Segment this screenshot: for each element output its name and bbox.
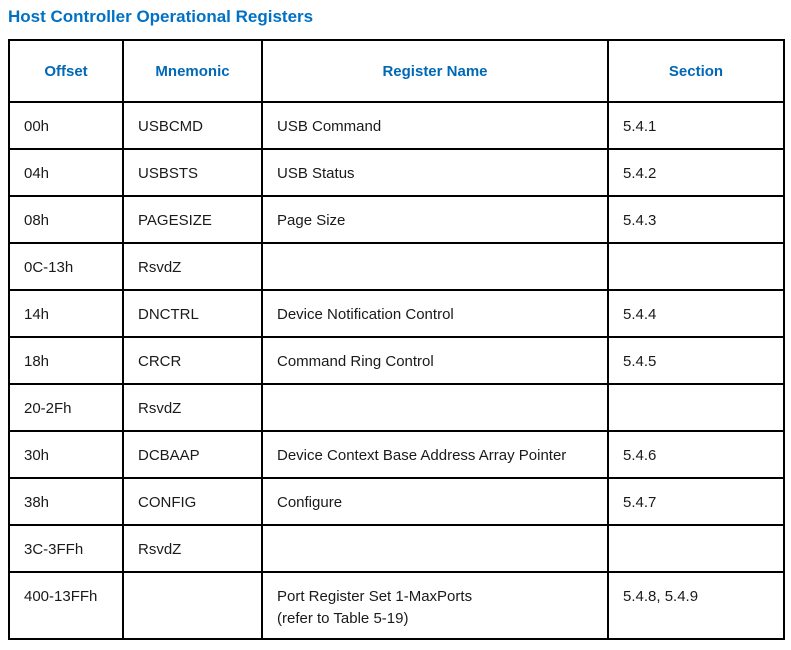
mnemonic-cell: USBCMD: [122, 101, 263, 150]
register-name-cell: Device Context Base Address Array Pointe…: [261, 430, 609, 479]
offset-cell: 14h: [8, 289, 124, 338]
offset-cell: 38h: [8, 477, 124, 526]
section-cell: [607, 524, 785, 573]
register-name-cell: Device Notification Control: [261, 289, 609, 338]
table-row: 14h DNCTRL Device Notification Control 5…: [8, 289, 785, 338]
section-cell: 5.4.3: [607, 195, 785, 244]
section-cell: 5.4.2: [607, 148, 785, 197]
offset-cell: 18h: [8, 336, 124, 385]
column-header-offset: Offset: [8, 39, 124, 103]
register-name-cell: USB Status: [261, 148, 609, 197]
register-name-cell: USB Command: [261, 101, 609, 150]
mnemonic-cell: PAGESIZE: [122, 195, 263, 244]
offset-cell: 0C-13h: [8, 242, 124, 291]
table-row: 3C-3FFh RsvdZ: [8, 524, 785, 573]
table-row: 04h USBSTS USB Status 5.4.2: [8, 148, 785, 197]
register-name-cell: Configure: [261, 477, 609, 526]
page-title: Host Controller Operational Registers: [8, 7, 314, 26]
table-row: 18h CRCR Command Ring Control 5.4.5: [8, 336, 785, 385]
column-header-register-name: Register Name: [261, 39, 609, 103]
table-row: 30h DCBAAP Device Context Base Address A…: [8, 430, 785, 479]
offset-cell: 3C-3FFh: [8, 524, 124, 573]
table-row: 0C-13h RsvdZ: [8, 242, 785, 291]
register-name-cell: Page Size: [261, 195, 609, 244]
register-name-cell: [261, 242, 609, 291]
table-row: 20-2Fh RsvdZ: [8, 383, 785, 432]
register-table-body: 00h USBCMD USB Command 5.4.1 04h USBSTS …: [8, 101, 785, 640]
offset-cell: 20-2Fh: [8, 383, 124, 432]
table-header-row: Offset Mnemonic Register Name Section: [8, 39, 785, 103]
mnemonic-cell: DCBAAP: [122, 430, 263, 479]
register-name-cell: [261, 524, 609, 573]
register-name-cell: Command Ring Control: [261, 336, 609, 385]
offset-cell: 400-13FFh: [8, 571, 124, 640]
operational-registers-table: Offset Mnemonic Register Name Section 00…: [8, 39, 785, 640]
section-cell: 5.4.1: [607, 101, 785, 150]
section-cell: [607, 383, 785, 432]
column-header-section: Section: [607, 39, 785, 103]
section-cell: [607, 242, 785, 291]
section-cell: 5.4.6: [607, 430, 785, 479]
section-cell: 5.4.7: [607, 477, 785, 526]
column-header-mnemonic: Mnemonic: [122, 39, 263, 103]
offset-cell: 04h: [8, 148, 124, 197]
offset-cell: 08h: [8, 195, 124, 244]
mnemonic-cell: RsvdZ: [122, 383, 263, 432]
register-name-cell: [261, 383, 609, 432]
table-row: 00h USBCMD USB Command 5.4.1: [8, 101, 785, 150]
mnemonic-cell: DNCTRL: [122, 289, 263, 338]
table-row: 38h CONFIG Configure 5.4.7: [8, 477, 785, 526]
mnemonic-cell: CRCR: [122, 336, 263, 385]
register-name-cell: Port Register Set 1-MaxPorts (refer to T…: [261, 571, 609, 640]
table-row: 400-13FFh Port Register Set 1-MaxPorts (…: [8, 571, 785, 640]
mnemonic-cell: [122, 571, 263, 640]
section-cell: 5.4.8, 5.4.9: [607, 571, 785, 640]
offset-cell: 00h: [8, 101, 124, 150]
mnemonic-cell: USBSTS: [122, 148, 263, 197]
mnemonic-cell: RsvdZ: [122, 242, 263, 291]
table-row: 08h PAGESIZE Page Size 5.4.3: [8, 195, 785, 244]
mnemonic-cell: CONFIG: [122, 477, 263, 526]
offset-cell: 30h: [8, 430, 124, 479]
section-cell: 5.4.4: [607, 289, 785, 338]
mnemonic-cell: RsvdZ: [122, 524, 263, 573]
section-cell: 5.4.5: [607, 336, 785, 385]
